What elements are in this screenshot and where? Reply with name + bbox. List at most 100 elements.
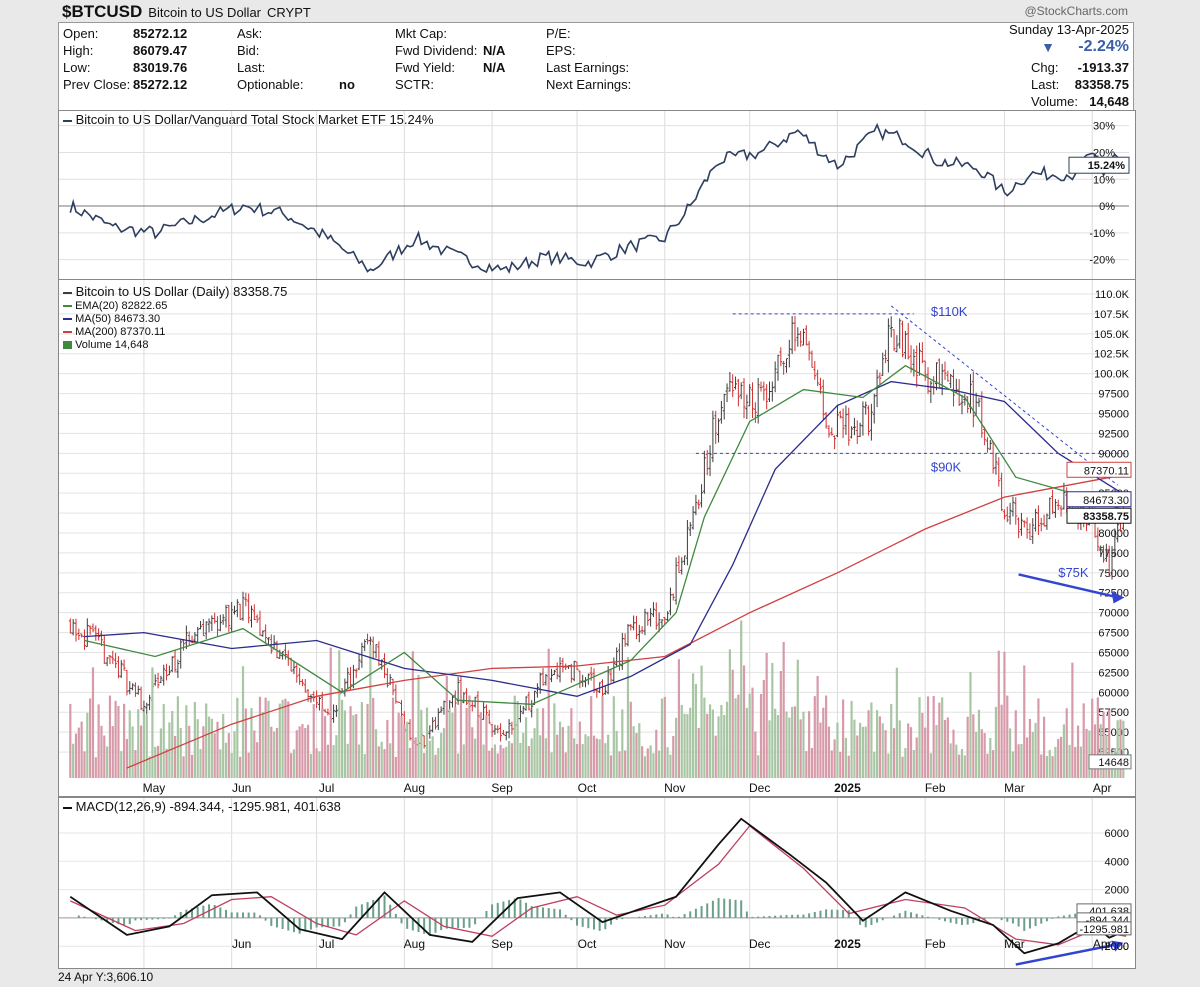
volume-bar — [250, 708, 253, 778]
volume-bar — [646, 748, 649, 778]
legend-ma50: MA(50) 84673.30 — [63, 313, 160, 325]
volume-bar — [72, 743, 75, 778]
volume-bar — [114, 700, 117, 778]
volume-bar — [570, 708, 573, 778]
last-value: 83358.75 — [1074, 77, 1129, 92]
legend-ma200-text: MA(200) 87370.11 — [75, 326, 166, 338]
volume-bar — [428, 740, 431, 778]
macd-histogram-bar — [219, 907, 222, 918]
macd-histogram-bar — [179, 911, 182, 918]
macd-histogram-bar — [287, 917, 290, 931]
volume-bar — [1082, 703, 1085, 778]
macd-histogram-bar — [593, 917, 595, 930]
legend-ema20: EMA(20) 82822.65 — [63, 300, 167, 312]
volume-bar — [457, 753, 460, 778]
volume-bar — [89, 698, 92, 778]
volume-bar — [479, 711, 482, 778]
volume-bar — [660, 698, 664, 778]
price-axis-tick: 80000 — [1098, 528, 1129, 540]
macd-histogram-bar — [1023, 917, 1026, 931]
volume-bar — [771, 662, 774, 778]
volume-bar — [737, 694, 740, 778]
volume-bar — [969, 672, 972, 778]
macd-histogram-bar — [502, 901, 505, 918]
volume-bar — [295, 730, 298, 778]
macd-histogram-bar — [474, 917, 477, 925]
price-axis-tick: 107.5K — [1094, 309, 1130, 321]
macd-histogram-bar — [734, 899, 737, 918]
volume-bar — [516, 701, 519, 778]
macd-histogram-bar — [1040, 917, 1043, 924]
macd-histogram-bar — [77, 915, 80, 918]
volume-bar — [224, 742, 228, 778]
volume-bar — [139, 725, 143, 778]
macd-histogram-bar — [666, 914, 669, 918]
date: Sunday 13-Apr-2025 — [1009, 22, 1129, 37]
macd-plot: 6000400020000-2000401.638-894.344-1295.9… — [59, 798, 1132, 968]
macd-histogram-bar — [598, 917, 601, 931]
volume-bar — [856, 735, 859, 778]
volume-bar — [680, 704, 683, 778]
volume-bar — [258, 696, 262, 778]
volume-bar — [612, 696, 615, 778]
volume-bar — [142, 712, 146, 778]
volume-bar — [1102, 711, 1105, 778]
macd-histogram-bar — [400, 917, 403, 924]
macd-histogram-bar — [864, 917, 867, 928]
price-axis-tick: 65000 — [1098, 647, 1129, 659]
fwd-yield-value: N/A — [483, 60, 506, 75]
volume-bar — [315, 748, 318, 778]
volume-bar — [411, 651, 414, 778]
volume-bar — [567, 725, 570, 778]
volume-bar — [1085, 728, 1088, 778]
volume-bar — [1040, 754, 1043, 778]
volume-bar — [83, 751, 86, 778]
macd-histogram-bar — [1074, 913, 1077, 918]
volume-bar — [391, 697, 395, 778]
macd-trend-arrow — [1015, 943, 1116, 966]
macd-histogram-bar — [355, 906, 358, 918]
volume-bar — [595, 738, 598, 778]
volume-bar — [335, 735, 338, 778]
volume-bar — [355, 714, 358, 778]
macd-histogram-bar — [609, 917, 612, 925]
price-axis-tick: 110.0K — [1095, 289, 1130, 301]
macd-histogram-bar — [700, 906, 703, 918]
volume-bar — [233, 731, 236, 778]
volume-bar — [799, 719, 802, 778]
volume-bar — [176, 696, 179, 778]
volume-bar — [955, 744, 958, 778]
macd-histogram-bar — [944, 917, 947, 922]
volume-bar — [363, 754, 366, 778]
volume-bar — [287, 701, 290, 778]
macd-histogram-bar — [672, 916, 675, 918]
volume-bar — [836, 722, 839, 778]
volume-bar — [717, 716, 720, 778]
volume-bar — [131, 726, 134, 778]
x-axis-tick: Dec — [749, 781, 770, 795]
volume-bar — [151, 667, 154, 778]
macd-histogram-bar — [123, 917, 126, 926]
macd-histogram-bar — [706, 903, 709, 918]
volume-bar — [901, 756, 904, 778]
macd-x-tick: 2025 — [834, 937, 861, 951]
quote-info-panel: Open: 85272.12 High: 86079.47 Low: 83019… — [58, 22, 1134, 112]
volume-bar — [465, 707, 468, 778]
volume-bar — [108, 695, 112, 778]
legend-volume: Volume 14,648 — [63, 339, 148, 351]
volume-bar — [708, 704, 712, 778]
volume-bar — [1051, 756, 1054, 778]
volume-bar — [213, 733, 216, 778]
macd-x-tick: Mar — [1004, 937, 1025, 951]
macd-histogram-bar — [1028, 917, 1031, 929]
legend-ema20-text: EMA(20) 82822.65 — [75, 300, 168, 312]
relative-strength-title: Bitcoin to US Dollar/Vanguard Total Stoc… — [63, 112, 434, 127]
volume-bar — [884, 730, 887, 778]
x-axis-tick: Mar — [1004, 781, 1025, 795]
volume-bar — [420, 709, 423, 778]
volume-bar — [861, 726, 865, 778]
volume-bar — [414, 737, 417, 778]
macd-histogram-bar — [468, 917, 471, 928]
macd-histogram-bar — [842, 910, 845, 918]
volume-bar — [632, 726, 635, 778]
